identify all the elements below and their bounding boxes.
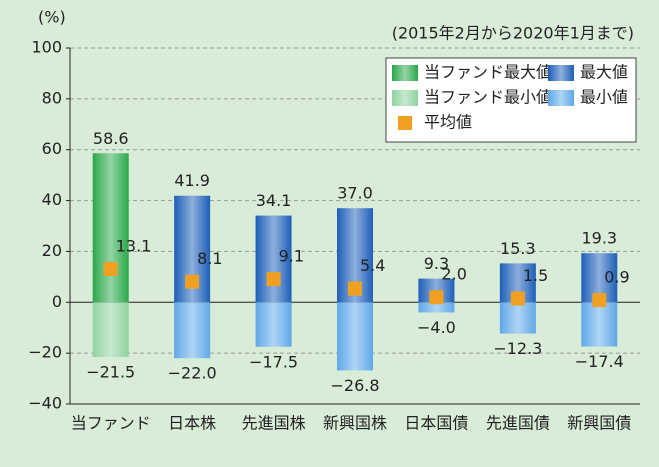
max-label: 34.1 [256,191,292,210]
min-bar [337,302,373,371]
average-marker [592,292,607,307]
max-label: 37.0 [337,184,373,203]
legend-label: 最小値 [580,88,628,107]
max-label: 9.3 [424,254,449,273]
average-marker [348,281,362,296]
average-marker [510,291,525,306]
legend-swatch [398,116,412,130]
average-label: 13.1 [116,236,152,255]
average-label: 9.1 [279,247,304,266]
y-tick-label: −40 [28,394,62,413]
y-tick-label: −20 [28,343,62,362]
max-label: 58.6 [93,129,129,148]
max-label: 19.3 [581,229,617,248]
x-tick-label: 先進国債 [486,414,550,433]
legend-label: 平均値 [424,113,472,132]
min-label: −26.8 [330,376,379,395]
unit-label: (%) [38,8,66,27]
y-tick-label: 80 [42,88,62,107]
x-tick-label: 日本株 [168,414,216,433]
min-bar [92,302,129,357]
min-bar [174,302,211,359]
min-label: −4.0 [417,318,456,337]
legend-label: 当ファンド最大値 [424,63,552,82]
min-bar [418,302,455,313]
legend-swatch [548,90,574,106]
max-label: 15.3 [500,239,536,258]
legend-swatch [548,65,574,81]
min-bar [581,302,618,347]
y-tick-label: 40 [42,190,62,209]
min-label: −21.5 [86,362,135,381]
y-tick-label: 20 [42,241,62,260]
x-tick-label: 当ファンド [71,414,151,433]
min-label: −17.5 [249,352,298,371]
average-marker [266,272,281,287]
x-tick-label: 日本国債 [404,414,468,433]
legend-label: 当ファンド最小値 [424,88,552,107]
average-label: 1.5 [523,266,548,285]
legend-swatch [392,65,418,81]
y-tick-label: 100 [31,38,62,57]
average-label: 0.9 [604,267,629,286]
max-bar [255,215,292,303]
x-tick-label: 新興国株 [323,414,387,433]
y-tick-label: 0 [52,292,62,311]
min-label: −12.3 [493,339,542,358]
y-tick-label: 60 [42,139,62,158]
average-marker [429,290,444,305]
note: (2015年2月から2020年1月まで) [392,24,634,43]
average-marker [185,274,200,289]
average-label: 8.1 [197,249,222,268]
legend-box [385,57,637,143]
max-bar [92,153,129,303]
min-bar [499,302,536,334]
min-bar [255,302,292,347]
min-label: −17.4 [575,352,624,371]
x-tick-label: 新興国債 [567,414,631,433]
average-label: 5.4 [360,256,385,275]
x-tick-label: 先進国株 [242,414,306,433]
legend-swatch [392,90,418,106]
max-label: 41.9 [174,171,210,190]
min-label: −22.0 [168,364,217,383]
average-marker [103,261,118,276]
legend-label: 最大値 [580,63,628,82]
average-label: 2.0 [441,265,466,284]
